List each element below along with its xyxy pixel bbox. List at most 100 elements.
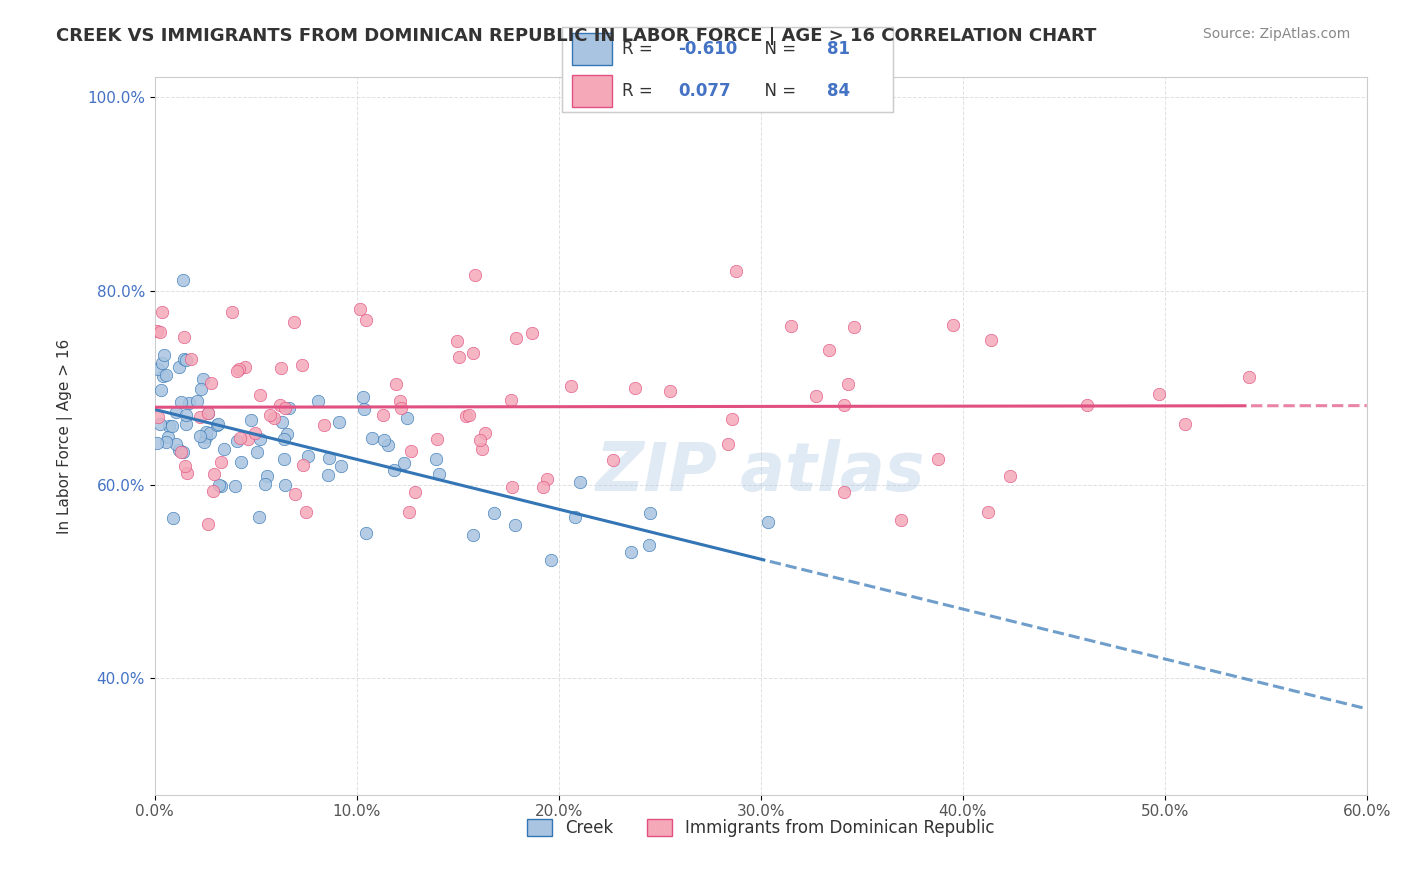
Point (195, 430, 218, 444)
Point (200, 376, 222, 390)
Point (155, 368, 177, 383)
Point (167, 442, 190, 457)
Point (980, 333, 1002, 347)
Point (385, 376, 408, 391)
Text: -0.610: -0.610 (678, 40, 737, 58)
Point (637, 538, 659, 552)
FancyBboxPatch shape (572, 33, 612, 65)
Point (197, 406, 219, 420)
Point (202, 467, 225, 482)
Point (269, 398, 291, 412)
Point (658, 384, 681, 399)
Point (353, 402, 375, 417)
Point (173, 330, 195, 344)
Point (446, 334, 468, 348)
Point (540, 553, 562, 567)
Point (499, 392, 522, 407)
Point (209, 479, 232, 493)
Point (273, 452, 295, 467)
Point (461, 346, 484, 360)
Text: 81: 81 (827, 40, 849, 58)
Text: Source: ZipAtlas.com: Source: ZipAtlas.com (1202, 27, 1350, 41)
Point (356, 313, 378, 327)
Point (173, 458, 195, 473)
Point (804, 389, 827, 403)
Point (157, 418, 180, 433)
Point (146, 435, 169, 450)
Point (174, 353, 197, 368)
Point (207, 417, 229, 431)
Point (221, 305, 243, 319)
Point (890, 513, 912, 527)
Point (832, 485, 855, 500)
Point (779, 318, 801, 333)
Point (291, 358, 314, 372)
Point (146, 362, 169, 376)
Point (1076, 398, 1098, 412)
Point (623, 381, 645, 395)
Point (274, 477, 297, 491)
Point (229, 455, 252, 469)
Point (564, 510, 586, 524)
Point (152, 369, 174, 384)
Point (396, 410, 419, 425)
Point (240, 413, 263, 427)
Point (318, 451, 340, 466)
Point (214, 442, 236, 457)
Point (942, 318, 965, 333)
Point (172, 273, 194, 287)
Point (426, 432, 449, 446)
Point (724, 264, 747, 278)
Point (602, 453, 624, 467)
Point (153, 348, 176, 362)
Point (756, 516, 779, 530)
Point (146, 409, 169, 424)
Point (162, 511, 184, 525)
Point (209, 455, 232, 469)
FancyBboxPatch shape (572, 75, 612, 107)
Point (482, 506, 505, 520)
Point (520, 326, 543, 341)
Point (205, 417, 228, 432)
Point (273, 432, 295, 446)
Point (249, 388, 271, 402)
Legend: Creek, Immigrants from Dominican Republic: Creek, Immigrants from Dominican Republi… (520, 813, 1001, 844)
Point (842, 320, 865, 334)
Point (721, 412, 744, 426)
Point (197, 517, 219, 532)
Point (1174, 417, 1197, 431)
Point (172, 444, 194, 458)
Point (399, 444, 422, 458)
Point (373, 433, 395, 447)
Point (297, 450, 319, 464)
Point (249, 432, 271, 446)
Point (832, 398, 855, 412)
Point (246, 445, 269, 459)
Point (404, 485, 426, 500)
Point (977, 505, 1000, 519)
Point (389, 401, 412, 416)
Point (425, 452, 447, 467)
Point (188, 429, 211, 443)
Point (197, 406, 219, 420)
Point (208, 477, 231, 491)
Point (150, 356, 173, 370)
Point (149, 417, 172, 432)
Point (188, 410, 211, 425)
Point (167, 359, 190, 374)
Point (148, 325, 170, 339)
Point (274, 401, 297, 416)
Point (717, 437, 740, 451)
Point (165, 437, 187, 451)
Point (155, 435, 177, 450)
Point (146, 324, 169, 338)
Point (458, 408, 481, 422)
Text: CREEK VS IMMIGRANTS FROM DOMINICAN REPUBLIC IN LABOR FORCE | AGE > 16 CORRELATIO: CREEK VS IMMIGRANTS FROM DOMINICAN REPUB… (56, 27, 1097, 45)
Point (165, 405, 187, 419)
Point (195, 425, 218, 439)
Point (998, 469, 1021, 483)
Point (263, 410, 285, 425)
Point (314, 417, 336, 432)
Point (505, 331, 527, 345)
Point (463, 528, 485, 542)
